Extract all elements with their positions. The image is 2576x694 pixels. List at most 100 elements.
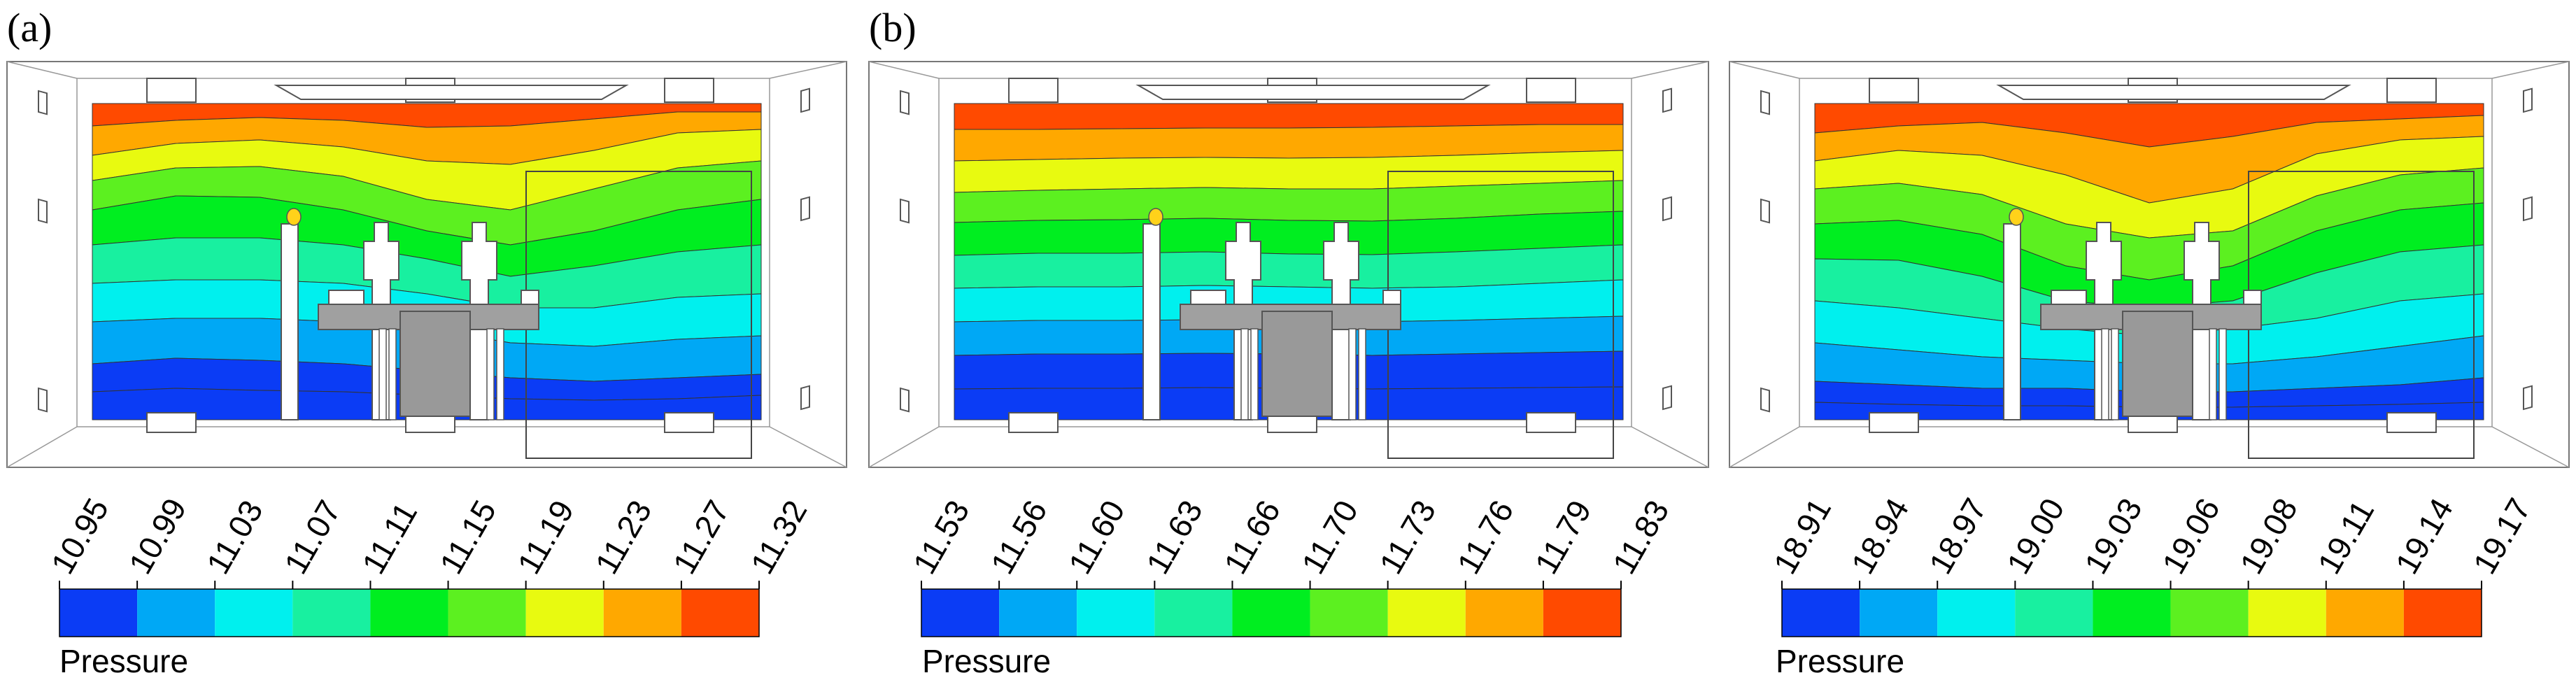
table-item	[2051, 290, 2087, 305]
colorbar-tick-label: 11.76	[1450, 494, 1520, 580]
colorbar-tick-label: 11.19	[510, 494, 581, 580]
room-edge-line	[1631, 61, 1709, 79]
panel-label-b: (b)	[869, 5, 917, 50]
table-base	[2122, 311, 2193, 417]
colorbar-tick-label: 19.06	[2155, 492, 2227, 580]
wall-opening	[38, 90, 48, 115]
colorbar-tick-label: 19.14	[2389, 492, 2461, 580]
wall-opening	[1760, 387, 1770, 413]
room-edge-line	[868, 61, 940, 79]
colorbar-segment	[2403, 589, 2482, 637]
colorbar-title-c: Pressure	[1776, 643, 1905, 679]
colorbar-tick-label: 10.95	[44, 492, 116, 580]
colorbar-tick-label: 11.66	[1217, 494, 1287, 580]
table-item	[1190, 290, 1226, 305]
colorbar-segment	[2248, 589, 2326, 637]
floor-vent	[146, 412, 197, 433]
colorbar-tick-label: 18.91	[1767, 492, 1839, 580]
colorbar-segment	[1077, 589, 1155, 637]
colorbar-segment	[1232, 589, 1310, 637]
colorbar-segment	[1154, 589, 1233, 637]
room-edge-line	[6, 61, 78, 79]
room-box-outline	[6, 61, 847, 468]
wall-opening	[900, 387, 910, 413]
table-base	[399, 311, 471, 417]
colorbar-tick-label: 11.83	[1606, 494, 1676, 580]
room-edge-line	[1729, 426, 1800, 468]
wall-opening	[800, 87, 810, 113]
colorbar-tick-label: 18.97	[1922, 492, 1994, 580]
colorbar-tick-label: 19.03	[2077, 492, 2149, 580]
floor-vent	[1008, 412, 1059, 433]
colorbar-tick-label: 11.07	[277, 494, 348, 580]
ceiling-vent	[1526, 78, 1576, 103]
colorbar-frame	[59, 588, 760, 637]
colorbar-tick-label: 11.11	[355, 496, 424, 580]
colorbar-tick-label: 11.15	[432, 494, 503, 580]
wall-opening	[900, 198, 910, 224]
pole	[281, 223, 299, 420]
wall-opening	[1662, 385, 1672, 411]
colorbar-segment	[1310, 589, 1388, 637]
table-leg	[496, 328, 504, 420]
room-edge-line	[769, 61, 847, 79]
colorbar-segment	[1387, 589, 1466, 637]
floor-vent	[2386, 412, 2437, 433]
table-leg	[388, 328, 397, 420]
room-edge-line	[2491, 426, 2570, 468]
floor-vent	[1526, 412, 1576, 433]
wall-opening	[1760, 90, 1770, 115]
wall-opening	[38, 198, 48, 224]
table-leg	[378, 328, 387, 420]
colorbar-segment	[2326, 589, 2404, 637]
pole-lamp	[1148, 208, 1163, 226]
colorbar-segment	[448, 589, 526, 637]
room-edge-line	[769, 426, 847, 468]
colorbar-segment	[370, 589, 448, 637]
panel-b: 11.53 11.56 11.60 11.63 11.66 11.70 11.73 11.76…	[868, 61, 1709, 637]
room-edge-line	[868, 426, 940, 468]
colorbar-segment	[59, 589, 138, 637]
colorbar-tick-label: 19.00	[2000, 492, 2072, 580]
floor-vent	[1869, 412, 1919, 433]
colorbar-segment	[292, 589, 371, 637]
ceiling-vent	[1008, 78, 1059, 103]
panel-label-a: (a)	[7, 5, 52, 50]
pole	[1142, 223, 1161, 420]
colorbar-tick-label: 19.17	[2466, 492, 2538, 580]
ceiling-vent	[1869, 78, 1919, 103]
wall-opening	[1662, 196, 1672, 222]
colorbar-tick-label: 11.63	[1139, 494, 1210, 580]
table-leg	[2101, 328, 2109, 420]
room-edge-line	[2491, 61, 2570, 79]
colorbar-segment	[1465, 589, 1543, 637]
wall-opening	[800, 385, 810, 411]
pole-lamp	[2009, 208, 2024, 226]
colorbar-title-a: Pressure	[59, 643, 189, 679]
table-leg	[1250, 328, 1259, 420]
table-leg	[486, 328, 495, 420]
table-leg	[1358, 328, 1366, 420]
colorbar-segment	[525, 589, 604, 637]
table-leg	[1240, 328, 1249, 420]
table-leg	[2111, 328, 2119, 420]
colorbar-title-b: Pressure	[922, 643, 1052, 679]
colorbar-segment	[2093, 589, 2171, 637]
colorbar-frame	[921, 588, 1622, 637]
colorbar-tick-label: 19.08	[2232, 492, 2305, 580]
table-leg	[1348, 328, 1357, 420]
table-leg	[2218, 328, 2227, 420]
colorbar-tick-label: 11.27	[666, 494, 737, 580]
ceiling-diffuser	[1996, 85, 2351, 100]
colorbar-tick-label: 10.99	[122, 492, 194, 580]
colorbar-tick-label: 11.79	[1528, 494, 1599, 580]
colorbar-frame	[1781, 588, 2482, 637]
colorbar-segment	[603, 589, 681, 637]
panel-c: 18.91 18.94 18.97 19.00 19.03 19.06 19.08 19.11…	[1729, 61, 2570, 637]
colorbar-segment	[999, 589, 1077, 637]
colorbar-segment	[681, 589, 759, 637]
colorbar-tick-label: 11.60	[1061, 494, 1132, 580]
colorbar-tick-label: 11.70	[1294, 494, 1365, 580]
colorbar-tick-label: 11.32	[744, 494, 814, 580]
